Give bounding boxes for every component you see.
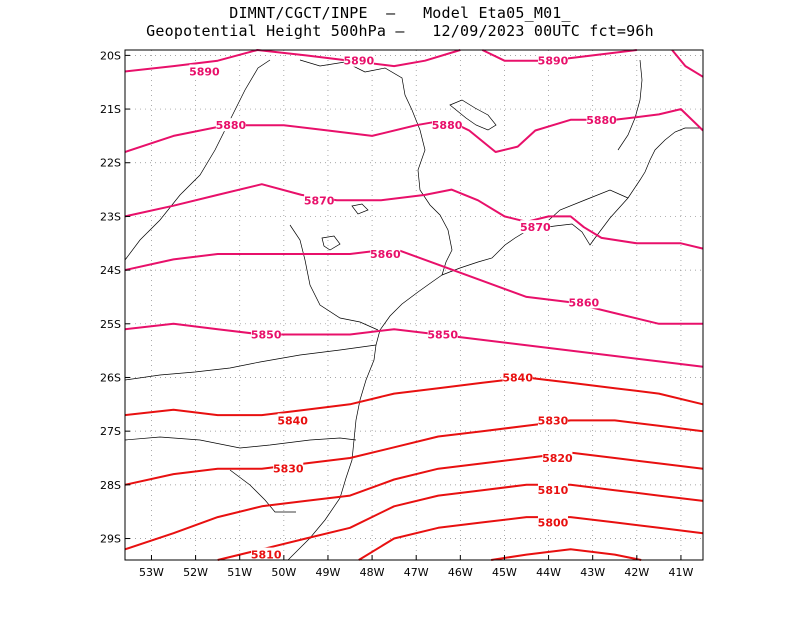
x-tick-label: 53W	[139, 566, 164, 579]
contour-label-background	[304, 193, 335, 207]
contour-label-5830: 5830	[273, 463, 304, 476]
contour-label-background	[586, 112, 617, 126]
contour-label-5850: 5850	[427, 329, 458, 342]
contour-5860	[124, 247, 703, 325]
contour-5810	[217, 483, 704, 561]
contour-5870	[124, 183, 704, 250]
y-tick-label: 27S	[100, 425, 121, 438]
x-tick-label: 48W	[360, 566, 385, 579]
y-tick-label: 28S	[100, 479, 121, 492]
contour-label-background	[520, 220, 551, 234]
contour-label-background	[215, 118, 246, 132]
contour-label-background	[370, 247, 401, 260]
y-tick-label: 26S	[100, 371, 121, 384]
y-tick-label: 21S	[100, 103, 121, 116]
contour-label-5810: 5810	[538, 484, 569, 497]
contour-label-background	[273, 461, 304, 475]
contour-label-background	[432, 118, 463, 132]
contour-label-background	[542, 451, 573, 464]
contour-label-5860: 5860	[569, 296, 600, 309]
contour-label-background	[537, 53, 568, 67]
y-tick-label: 22S	[100, 157, 121, 170]
contour-label-background	[537, 483, 568, 497]
x-tick-label: 45W	[492, 566, 517, 579]
contour-label-5840: 5840	[277, 414, 308, 427]
map-title-line2: Geopotential Height 500hPa — 12/09/2023 …	[146, 22, 654, 40]
y-tick-label: 29S	[100, 533, 121, 546]
x-tick-label: 47W	[404, 566, 429, 579]
contour-label-5880: 5880	[432, 119, 463, 132]
contour-label-5870: 5870	[304, 194, 335, 207]
contour-5840	[124, 376, 704, 417]
contour-label-background	[251, 547, 282, 561]
contour-label-background	[277, 413, 308, 427]
y-tick-label: 23S	[100, 210, 121, 223]
contour-5800	[358, 516, 704, 561]
contour-5890	[124, 49, 461, 73]
contour-label-5880: 5880	[586, 114, 617, 127]
contour-label-background	[343, 53, 374, 67]
x-tick-label: 52W	[183, 566, 208, 579]
contour-label-5890: 5890	[538, 55, 569, 68]
contour-label-5850: 5850	[251, 329, 282, 342]
contour-label-5870: 5870	[520, 221, 551, 234]
x-tick-label: 41W	[669, 566, 694, 579]
contour-label-5830: 5830	[538, 414, 569, 427]
contour-label-5810: 5810	[251, 549, 282, 562]
coastline-borders	[124, 59, 700, 561]
contour-label-background	[537, 515, 568, 529]
contour-label-background	[568, 295, 599, 309]
contour-labels: 5890 5890 5890 5880 5880 5880 5870 5870 5860 5860…	[189, 53, 617, 562]
x-tick-label: 43W	[580, 566, 605, 579]
contour-label-5820: 5820	[542, 452, 573, 465]
x-tick-label: 44W	[536, 566, 561, 579]
contour-label-5800: 5800	[538, 516, 569, 529]
contour-5890	[671, 49, 704, 78]
y-tick-label: 20S	[100, 49, 121, 62]
contour-label-5840: 5840	[502, 371, 533, 384]
x-tick-label: 46W	[448, 566, 473, 579]
y-tick-label: 24S	[100, 264, 121, 277]
map-title-line1: DIMNT/CGCT/INPE — Model Eta05_M01_	[229, 4, 571, 22]
contour-label-background	[189, 64, 220, 78]
contour-5790	[491, 548, 642, 561]
x-tick-label: 51W	[227, 566, 252, 579]
x-tick-label: 49W	[316, 566, 341, 579]
contour-label-5890: 5890	[344, 55, 375, 68]
contour-5820	[124, 451, 704, 551]
y-tick-label: 25S	[100, 318, 121, 331]
contour-label-background	[502, 370, 533, 384]
map-frame	[124, 49, 704, 561]
contour-label-background	[427, 327, 458, 341]
x-tick-label: 42W	[624, 566, 649, 579]
x-tick-label: 50W	[271, 566, 296, 579]
contour-5830	[124, 419, 704, 486]
contour-label-background	[251, 327, 282, 341]
contour-label-5860: 5860	[370, 248, 401, 261]
contour-label-5880: 5880	[216, 119, 247, 132]
contour-label-5890: 5890	[189, 65, 220, 78]
contour-5850	[124, 322, 704, 368]
axis-ticks: 53W 52W 51W 50W 49W 48W 47W 46W 45W 44W 43W 42W 41W 2…	[100, 49, 693, 579]
contour-5880	[124, 108, 704, 153]
contour-label-background	[537, 413, 568, 427]
